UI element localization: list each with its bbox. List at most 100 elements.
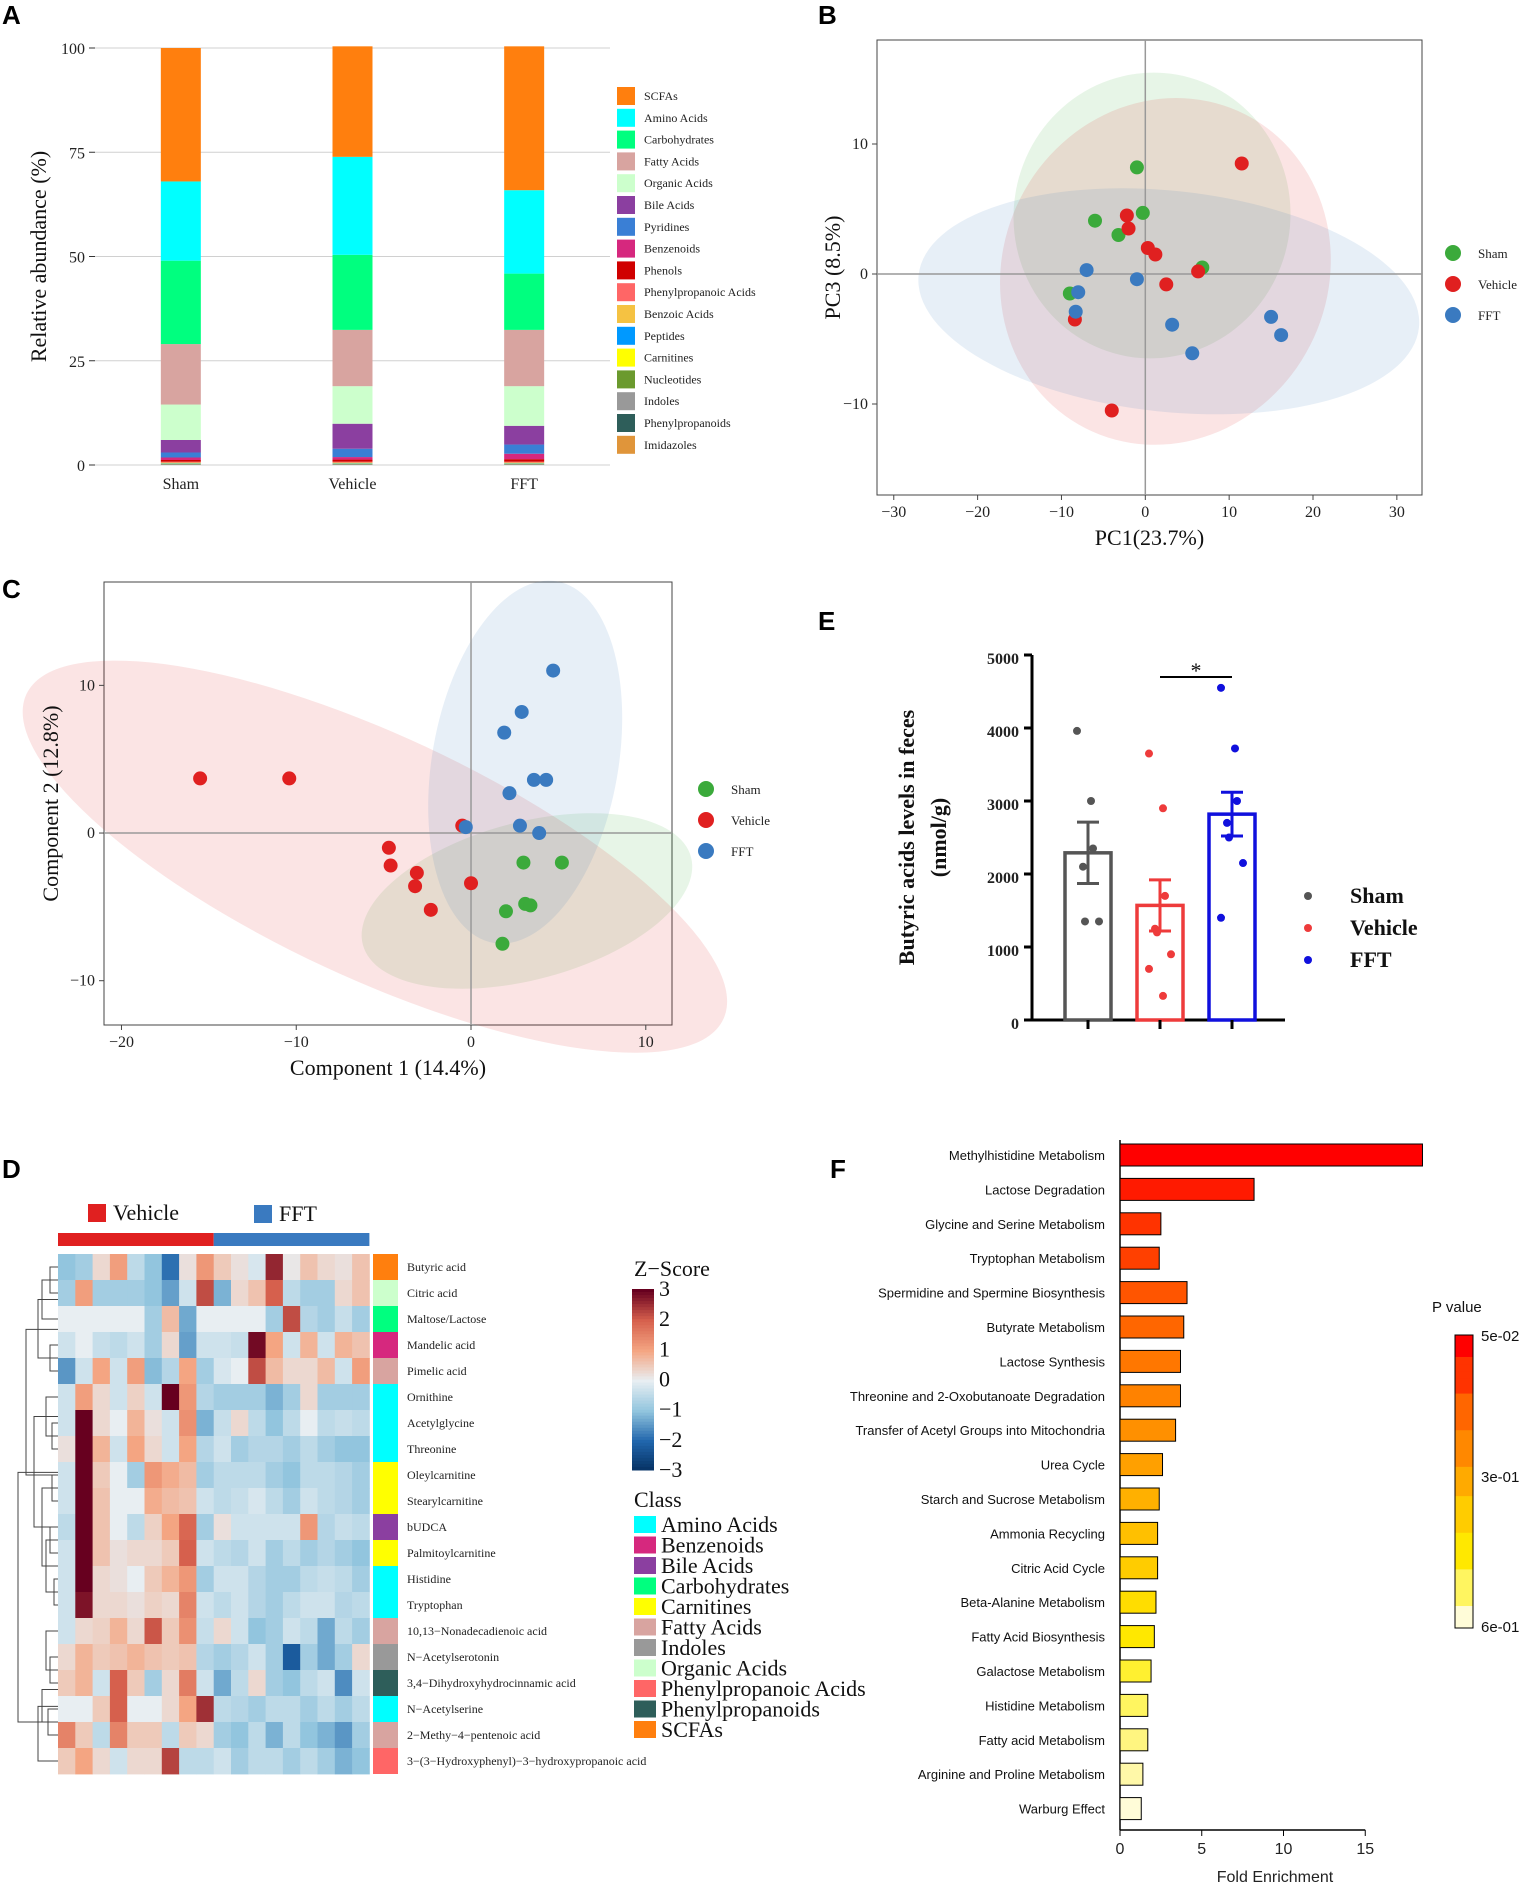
heatmap-cell (196, 1306, 215, 1333)
heatmap-cell (265, 1410, 284, 1437)
heatmap-cell (248, 1670, 266, 1697)
class-legend-label-indoles: Indoles (661, 1635, 726, 1660)
legend-swatch-carnitines (617, 348, 635, 367)
legend-swatch-carbohydrates (617, 130, 635, 149)
heatmap-cell (127, 1488, 145, 1515)
heatmap-cell (179, 1280, 197, 1307)
heatmap-cell (317, 1358, 336, 1385)
heatmap-cell (282, 1462, 301, 1489)
colorbar-segment (632, 1325, 654, 1329)
heatmap-cell (248, 1280, 266, 1307)
panel-f-enrichment-chart: 0 5 10 15 Fold Enrichment Methylhistidine Met… (850, 1140, 1519, 1886)
heatmap-cell (352, 1306, 370, 1333)
heatmap-cell (92, 1592, 111, 1619)
legend-label-amino-acids: Amino Acids (644, 111, 708, 125)
heatmap-cell (109, 1358, 128, 1385)
bar-segment-phenylpropanoic-acids (504, 461, 545, 463)
bar-segment-bile-acids (332, 423, 373, 449)
heatmap-cell (265, 1722, 284, 1749)
heatmap-cell (75, 1384, 93, 1411)
class-annotation-phenylpropanoids (373, 1670, 398, 1696)
heatmap-cell (352, 1566, 370, 1593)
heatmap-cell (213, 1644, 232, 1671)
heatmap-cell (75, 1358, 93, 1385)
category-label: Butyrate Metabolism (987, 1320, 1106, 1335)
colorbar-segment (1455, 1342, 1473, 1351)
y-tick-label: 4000 (987, 724, 1019, 741)
heatmap-cell (265, 1592, 284, 1619)
data-point-fft (1129, 272, 1144, 287)
data-point-sham (1089, 844, 1097, 853)
heatmap-cell (58, 1696, 76, 1723)
heatmap-cell (109, 1384, 128, 1411)
colorbar-segment (632, 1382, 654, 1387)
data-point-fft (1071, 285, 1086, 300)
colorbar-segment (632, 1388, 654, 1393)
legend-label-fft: FFT (731, 844, 753, 859)
heatmap-cell (127, 1540, 145, 1567)
y-tick-label: 75 (69, 145, 85, 162)
colorbar-segment (632, 1385, 654, 1390)
class-legend-swatch-benzenoids (634, 1536, 656, 1554)
class-legend-label-phenylpropanoic-acids: Phenylpropanoic Acids (661, 1676, 866, 1701)
class-legend-swatch-indoles (634, 1639, 656, 1656)
colorbar-segment (1455, 1400, 1473, 1409)
dendrogram-branch (25, 1328, 58, 1476)
bar-segment-organic-acids (332, 386, 373, 424)
data-point-vehicle (423, 902, 438, 917)
heatmap-cell (144, 1514, 163, 1541)
legend-label-vehicle: Vehicle (731, 813, 770, 828)
colorbar-segment (632, 1355, 654, 1359)
category-label: Starch and Sucrose Metabolism (921, 1492, 1105, 1507)
heatmap-cell (75, 1514, 93, 1541)
heatmap-cell (248, 1488, 266, 1515)
heatmap-cell (317, 1644, 336, 1671)
significance-label: * (1191, 658, 1202, 683)
plot-frame (103, 581, 673, 1026)
legend-swatch-scfas (617, 87, 635, 105)
heatmap-cell (282, 1384, 301, 1411)
heatmap-cell (300, 1540, 318, 1567)
heatmap-cell (58, 1722, 76, 1749)
heatmap-cell (213, 1410, 232, 1437)
bar-lactose-degradation (1119, 1177, 1255, 1201)
row-label: bUDCA (407, 1520, 447, 1534)
heatmap-cell (75, 1644, 93, 1671)
category-label: Beta-Alanine Metabolism (960, 1595, 1105, 1610)
colorbar-title: Z−Score (634, 1256, 710, 1281)
legend-marker-vehicle (1304, 924, 1312, 932)
heatmap-cell (352, 1254, 370, 1281)
category-label: Fatty Acid Biosynthesis (971, 1630, 1105, 1645)
data-point-vehicle (1167, 950, 1175, 959)
x-axis-label: Fold Enrichment (1217, 1869, 1334, 1886)
legend-marker-sham (1445, 245, 1461, 261)
heatmap-cell (300, 1462, 318, 1489)
heatmap-cell (127, 1644, 145, 1671)
heatmap-cell (144, 1436, 163, 1463)
group-bar-fft (213, 1233, 370, 1246)
heatmap-cell (92, 1722, 111, 1749)
colorbar-segment (1455, 1576, 1473, 1585)
heatmap-cell (196, 1670, 215, 1697)
heatmap-cell (144, 1540, 163, 1567)
bar-glycine-and-serine-metabolism (1119, 1212, 1162, 1236)
bar-segment-carbohydrates (504, 273, 545, 330)
colorbar-segment (632, 1460, 654, 1465)
colorbar-segment (1455, 1444, 1473, 1453)
heatmap-cell (92, 1332, 111, 1359)
legend-label-fft: FFT (1350, 947, 1392, 972)
heatmap-cell (282, 1644, 301, 1671)
colorbar-segment (1455, 1364, 1473, 1373)
heatmap-cell (127, 1670, 145, 1697)
heatmap-cell (300, 1332, 318, 1359)
colorbar-segment (632, 1439, 654, 1444)
row-label: 3,4−Dihydroxyhydrocinnamic acid (407, 1676, 576, 1690)
x-tick-label: 0 (467, 1034, 475, 1051)
colorbar-segment (1455, 1349, 1473, 1358)
bar-urea-cycle (1119, 1453, 1164, 1477)
bar-histidine-metabolism (1119, 1693, 1149, 1717)
heatmap-cell (179, 1332, 197, 1359)
colorbar-segment (1455, 1554, 1473, 1563)
heatmap-cell (144, 1332, 163, 1359)
